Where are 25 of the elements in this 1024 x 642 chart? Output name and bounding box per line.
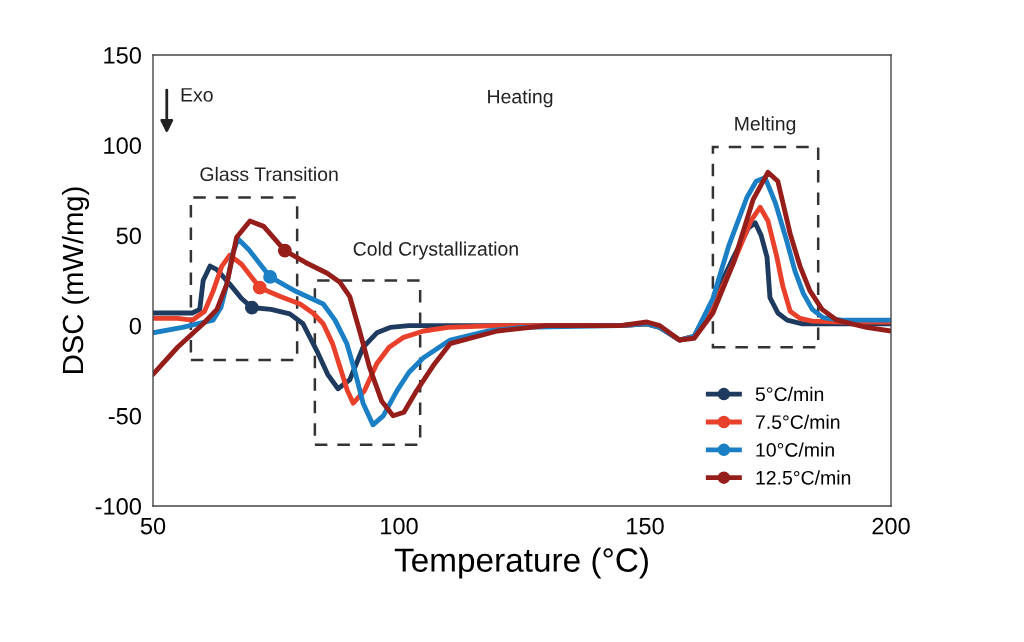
y-tick-label: -100 [95,498,141,515]
annotation: Melting [735,116,796,135]
y-axis-title: DSC (mW/mg) [61,187,90,373]
point [263,269,278,284]
annotation: Heating [488,89,553,108]
x-tick-label: 50 [140,517,166,535]
legend-label: 5°C/min [755,386,824,402]
y-tick-label: 100 [104,137,141,154]
y-tick-label: -50 [108,407,141,425]
annotation: Cold Crystallization [353,241,518,260]
point [252,280,267,295]
x-tick-label: 150 [627,517,664,535]
legend-label: 12.5°C/min [756,470,851,485]
y-tick-label: 150 [104,47,141,64]
point [277,243,292,258]
x-tick-label: 100 [381,517,418,535]
legend-label: 7.5°C/min [755,414,840,429]
annotation: Glass Transition [200,166,338,182]
y-tick-label: 50 [116,227,141,245]
y-tick-label: 0 [129,317,141,335]
annotation: Exo [181,88,213,102]
legend-label: 10°C/min [756,442,834,457]
x-tick-label: 200 [872,517,910,535]
point [244,300,259,315]
x-axis-title: Temperature (°C) [394,547,648,579]
